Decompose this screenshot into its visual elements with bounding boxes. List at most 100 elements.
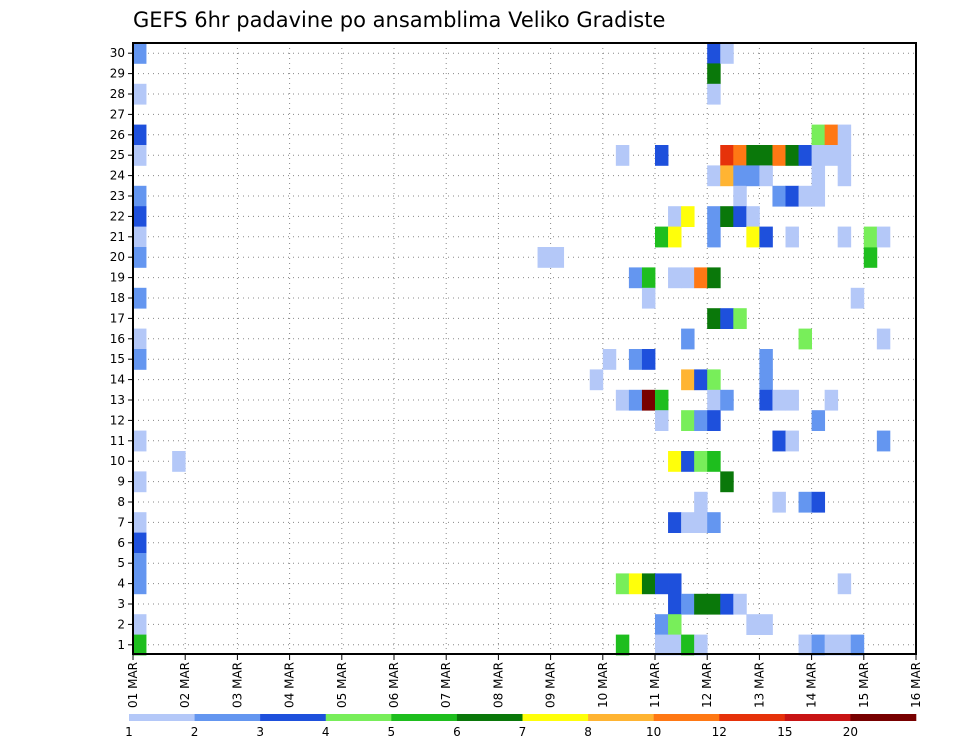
heatmap-cell xyxy=(720,165,734,187)
heatmap-cell xyxy=(628,267,643,289)
heatmap-cell xyxy=(681,328,695,350)
colorbar-swatch xyxy=(260,714,327,721)
y-tick-label: 9 xyxy=(117,475,125,489)
heatmap-cell xyxy=(615,389,630,411)
colorbar-swatch xyxy=(784,714,851,721)
heatmap-cell xyxy=(707,389,721,411)
x-tick-label: 03 MAR xyxy=(230,662,244,708)
heatmap-cell xyxy=(720,471,734,493)
heatmap-cell xyxy=(746,206,760,227)
y-tick-label: 2 xyxy=(117,617,125,631)
colorbar-swatch xyxy=(719,714,786,721)
heatmap-cell xyxy=(824,389,839,411)
heatmap-cell xyxy=(641,267,656,289)
y-tick-label: 12 xyxy=(110,413,125,427)
heatmap-cell xyxy=(785,226,799,248)
heatmap-cell xyxy=(694,634,708,656)
colorbar-swatch xyxy=(325,714,392,721)
heatmap-cell xyxy=(641,287,656,309)
colorbar-label: 5 xyxy=(388,725,396,739)
heatmap-cell xyxy=(759,145,773,166)
heatmap-cell xyxy=(837,573,852,595)
colorbar-label: 2 xyxy=(191,725,199,739)
heatmap-cell xyxy=(172,451,186,472)
x-tick-label: 01 MAR xyxy=(126,662,140,708)
colorbar-swatch xyxy=(588,714,654,721)
heatmap-cell xyxy=(850,634,865,656)
heatmap-cell xyxy=(759,349,773,370)
x-tick-label: 15 MAR xyxy=(857,662,871,708)
heatmap-cell xyxy=(681,634,695,656)
heatmap-cell xyxy=(811,145,826,166)
heatmap-cell xyxy=(589,369,604,391)
y-tick-label: 20 xyxy=(110,250,125,264)
heatmap-cell xyxy=(694,267,708,289)
y-tick-label: 14 xyxy=(110,373,125,387)
heatmap-cell xyxy=(863,247,878,268)
heatmap-cell xyxy=(707,63,721,85)
heatmap-cell xyxy=(655,145,669,166)
heatmap-cell xyxy=(707,226,721,248)
heatmap-cell xyxy=(133,532,147,554)
colorbar-label: 4 xyxy=(322,725,330,739)
heatmap-cell xyxy=(694,491,708,513)
heatmap-cell xyxy=(759,614,773,635)
heatmap-cell xyxy=(772,389,786,411)
y-tick-label: 6 xyxy=(117,536,125,550)
heatmap-cell xyxy=(133,226,147,248)
heatmap-cell xyxy=(772,491,786,513)
y-tick-label: 13 xyxy=(110,393,125,407)
y-tick-label: 21 xyxy=(110,230,125,244)
heatmap-cell xyxy=(133,247,147,268)
y-tick-label: 1 xyxy=(117,638,125,652)
heatmap-cell xyxy=(811,165,826,187)
heatmap-cell xyxy=(772,145,786,166)
heatmap-cell xyxy=(694,451,708,472)
heatmap-cell xyxy=(133,43,147,64)
heatmap-cell xyxy=(655,410,669,431)
y-tick-label: 3 xyxy=(117,597,125,611)
heatmap-cell xyxy=(681,512,695,533)
heatmap-cell xyxy=(720,43,734,64)
heatmap-cell xyxy=(133,206,147,227)
heatmap-cell xyxy=(785,389,799,411)
heatmap-cell xyxy=(746,165,760,187)
y-tick-label: 8 xyxy=(117,495,125,509)
heatmap-cell xyxy=(811,185,826,207)
heatmap-cell xyxy=(707,410,721,431)
heatmap-cell xyxy=(537,247,551,268)
heatmap-cell xyxy=(133,430,147,452)
heatmap-cell xyxy=(798,145,812,166)
heatmap-cell xyxy=(707,267,721,289)
heatmap-cell xyxy=(681,206,695,227)
x-axis-ticks: 01 MAR 02 MAR 03 MAR 04 MAR 05 MAR 06 MAR 07 M… xyxy=(126,654,923,708)
heatmap-cell xyxy=(668,451,682,472)
colorbar-label: 10 xyxy=(646,725,661,739)
x-tick-label: 05 MAR xyxy=(335,662,349,708)
heatmap-cell xyxy=(837,145,852,166)
heatmap-cell xyxy=(615,145,630,166)
colorbar-label: 3 xyxy=(256,725,264,739)
heatmap-cell xyxy=(615,634,630,656)
heatmap-cell xyxy=(694,369,708,391)
heatmap-cell xyxy=(133,512,147,533)
heatmap-cell xyxy=(850,287,865,309)
heatmap-cell xyxy=(655,614,669,635)
heatmap-cell xyxy=(759,226,773,248)
heatmap-cell xyxy=(720,308,734,329)
heatmap-cell xyxy=(798,185,812,207)
heatmap-cell xyxy=(133,287,147,309)
heatmap-cell xyxy=(746,145,760,166)
colorbar-swatch xyxy=(522,714,589,721)
heatmap-cell xyxy=(133,328,147,350)
heatmap-cell xyxy=(133,614,147,635)
heatmap-cell xyxy=(628,573,643,595)
heatmap-cell xyxy=(798,491,812,513)
y-tick-label: 30 xyxy=(110,46,125,60)
heatmap-cell xyxy=(655,226,669,248)
x-tick-label: 10 MAR xyxy=(596,662,610,708)
y-axis-ticks: 1234567891011121314151617181920212223242… xyxy=(110,46,133,652)
x-tick-label: 11 MAR xyxy=(648,662,662,708)
y-tick-label: 17 xyxy=(110,311,125,325)
